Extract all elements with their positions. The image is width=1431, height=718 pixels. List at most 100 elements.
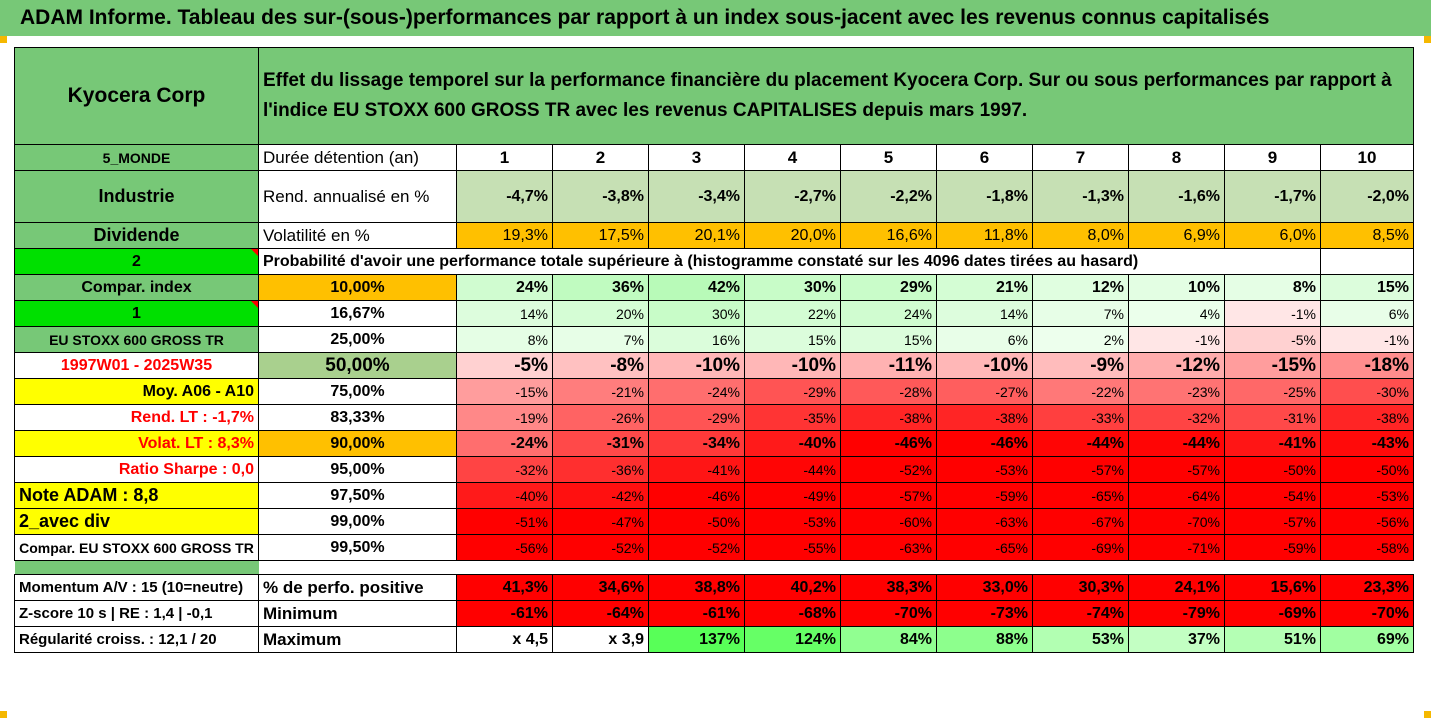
- stat-cell: -74%: [1032, 600, 1129, 627]
- quantile-percent: 83,33%: [258, 404, 457, 431]
- quantile-cell: -24%: [456, 430, 553, 457]
- company-name: Kyocera Corp: [14, 47, 259, 145]
- note-label: Note ADAM : 8,8: [14, 482, 259, 509]
- stat-side-label: Régularité croiss. : 12,1 / 20: [14, 626, 259, 653]
- return-cell: -3,8%: [552, 170, 649, 223]
- stat-cell: 23,3%: [1320, 574, 1414, 601]
- sector-label: Industrie: [14, 170, 259, 223]
- quantile-cell: -35%: [744, 404, 841, 431]
- quantile-cell: -1%: [1320, 326, 1414, 353]
- quantile-cell: 22%: [744, 300, 841, 327]
- quantile-cell: -28%: [840, 378, 937, 405]
- return-cell: -2,7%: [744, 170, 841, 223]
- quantile-cell: -15%: [456, 378, 553, 405]
- stat-cell: 137%: [648, 626, 745, 653]
- quantile-cell: -30%: [1320, 378, 1414, 405]
- quantile-cell: -67%: [1032, 508, 1129, 535]
- quantile-cell: 29%: [840, 274, 937, 301]
- stat-cell: 41,3%: [456, 574, 553, 601]
- quantile-cell: -24%: [648, 378, 745, 405]
- duration-cell: 4: [744, 144, 841, 171]
- quantile-percent: 90,00%: [258, 430, 457, 457]
- stat-cell: 124%: [744, 626, 841, 653]
- quantile-row: Ratio Sharpe : 0,0 95,00% -32% -36% -41% -44%…: [14, 456, 1414, 483]
- return-cell: -4,7%: [456, 170, 553, 223]
- quantile-cell: -1%: [1224, 300, 1321, 327]
- volatility-cell: 20,0%: [744, 222, 841, 249]
- quantile-percent: 16,67%: [258, 300, 457, 327]
- return-cell: -2,2%: [840, 170, 937, 223]
- stat-cell: -73%: [936, 600, 1033, 627]
- duration-cell: 3: [648, 144, 745, 171]
- quantile-cell: 12%: [1032, 274, 1129, 301]
- quantile-cell: -50%: [1320, 456, 1414, 483]
- quantile-cell: 15%: [1320, 274, 1414, 301]
- quantile-cell: -41%: [648, 456, 745, 483]
- quantile-cell: -56%: [1320, 508, 1414, 535]
- quantile-cell: -52%: [648, 534, 745, 561]
- stat-cell: 88%: [936, 626, 1033, 653]
- stat-cell: 24,1%: [1128, 574, 1225, 601]
- stat-row: Momentum A/V : 15 (10=neutre)% de perfo.…: [14, 574, 1414, 601]
- corner-marker: [1424, 711, 1431, 718]
- quantile-cell: -41%: [1224, 430, 1321, 457]
- quantile-cell: -38%: [840, 404, 937, 431]
- quantile-cell: -44%: [1032, 430, 1129, 457]
- return-cell: -3,4%: [648, 170, 745, 223]
- quantile-cell: -23%: [1128, 378, 1225, 405]
- dividend-label: Dividende: [14, 222, 259, 249]
- quantile-cell: -38%: [936, 404, 1033, 431]
- quantile-cell: -27%: [936, 378, 1033, 405]
- quantile-cell: -47%: [552, 508, 649, 535]
- return-row: Industrie Rend. annualisé en % -4,7% -3,8% -…: [14, 170, 1414, 223]
- duration-cell: 8: [1128, 144, 1225, 171]
- quantile-cell: -11%: [840, 352, 937, 379]
- quantile-percent: 99,50%: [258, 534, 457, 561]
- quantile-row: Rend. LT : -1,7% 83,33% -19% -26% -29% -35% -3…: [14, 404, 1414, 431]
- quantile-cell: -12%: [1128, 352, 1225, 379]
- probability-caption-row: 2 Probabilité d'avoir une performance tot…: [14, 248, 1414, 275]
- spacer-cell: [14, 560, 259, 575]
- index-name: EU STOXX 600 GROSS TR: [14, 326, 259, 353]
- return-cell: -1,3%: [1032, 170, 1129, 223]
- quantile-cell: -58%: [1320, 534, 1414, 561]
- report-title: ADAM Informe. Tableau des sur-(sous-)per…: [0, 0, 1431, 36]
- quantile-cell: -32%: [1128, 404, 1225, 431]
- quantile-cell: 14%: [936, 300, 1033, 327]
- quantile-cell: 7%: [1032, 300, 1129, 327]
- stat-cell: 33,0%: [936, 574, 1033, 601]
- period-label: 1997W01 - 2025W35: [14, 352, 259, 379]
- table-body: Kyocera Corp Effet du lissage temporel s…: [14, 47, 1414, 653]
- stat-cell: 69%: [1320, 626, 1414, 653]
- quantile-cell: -50%: [648, 508, 745, 535]
- quantile-cell: -10%: [936, 352, 1033, 379]
- stat-cell: 34,6%: [552, 574, 649, 601]
- quantile-cell: -18%: [1320, 352, 1414, 379]
- empty-cell: [1320, 248, 1414, 275]
- quantile-cell: -71%: [1128, 534, 1225, 561]
- quantile-cell: -31%: [552, 430, 649, 457]
- return-cell: -1,6%: [1128, 170, 1225, 223]
- avec-div-label: 2_avec div: [14, 508, 259, 535]
- stat-cell: -79%: [1128, 600, 1225, 627]
- quantile-row: 1997W01 - 2025W35 50,00% -5% -8% -10% -10% -11…: [14, 352, 1414, 379]
- quantile-cell: -43%: [1320, 430, 1414, 457]
- stat-cell: -70%: [1320, 600, 1414, 627]
- stat-cell: -61%: [456, 600, 553, 627]
- stat-side-label: Z-score 10 s | RE : 1,4 | -0,1: [14, 600, 259, 627]
- quantile-percent: 50,00%: [258, 352, 457, 379]
- quantile-cell: -9%: [1032, 352, 1129, 379]
- quantile-cell: -65%: [936, 534, 1033, 561]
- quantile-cell: -40%: [456, 482, 553, 509]
- quantile-cell: -46%: [840, 430, 937, 457]
- quantile-cell: 30%: [744, 274, 841, 301]
- quantile-cell: -32%: [456, 456, 553, 483]
- corner-marker: [1424, 36, 1431, 43]
- region-label: 5_MONDE: [14, 144, 259, 171]
- duration-cell: 7: [1032, 144, 1129, 171]
- quantile-cell: -19%: [456, 404, 553, 431]
- quantile-cell: -5%: [456, 352, 553, 379]
- corner-marker: [0, 711, 7, 718]
- quantile-cell: -59%: [1224, 534, 1321, 561]
- quantile-cell: -8%: [552, 352, 649, 379]
